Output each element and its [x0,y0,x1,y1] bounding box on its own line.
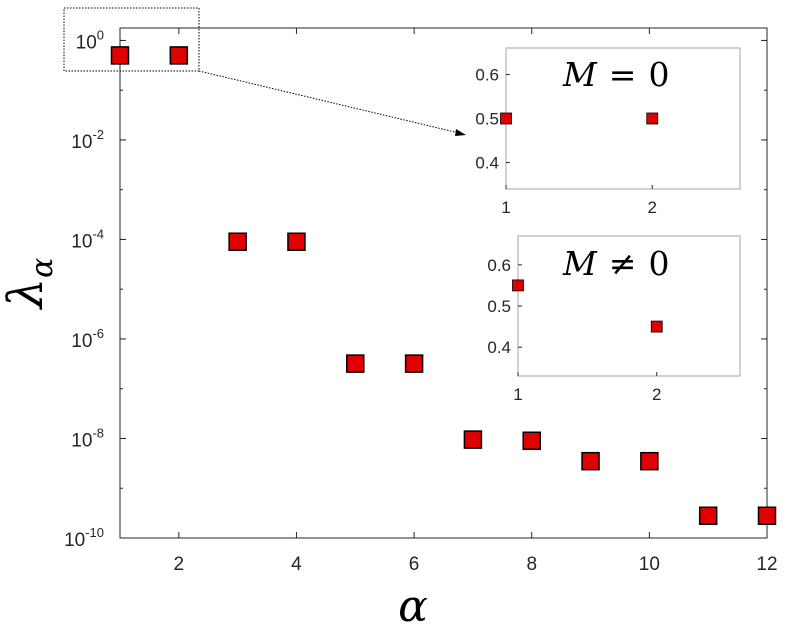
inset-m-zero: 0.4 0.5 0.6 1 2 M = 0 [475,47,741,217]
data-point-5 [346,354,365,373]
data-point-2 [169,46,189,65]
inset-2-y-tick-label: 0.6 [487,256,511,275]
zoom-arrow-line [198,70,460,134]
main-ticks [120,28,768,539]
inset-1-y-tick-label: 0.5 [475,110,499,129]
data-point-3 [228,232,247,251]
inset-1-y-tick-label: 0.4 [475,154,499,173]
x-tick-label: 8 [526,554,537,575]
y-tick-label: 10-6 [71,326,104,352]
data-point-4 [287,232,306,251]
data-point-1 [110,46,130,65]
x-axis-label: α [398,581,428,630]
inset-2-x-tick-label: 2 [652,385,661,404]
inset-1-x-tick-label: 2 [648,198,657,217]
inset-2-annotation: M ≠ 0 [562,244,669,283]
zoom-highlight-box [63,7,200,72]
inset-1-axes-box [505,47,741,190]
inset-2-point-1 [512,279,524,292]
y-axis-label: λα [0,258,60,311]
x-tick-label: 12 [756,554,777,575]
y-tick-label: 10-8 [71,425,104,451]
y-tick-label: 10-4 [71,226,104,252]
y-axis-label-subscript: α [25,258,60,278]
inset-m-nonzero: 0.4 0.5 0.6 1 2 M ≠ 0 [487,235,741,404]
y-tick-label: 10-2 [71,127,104,153]
x-tick-label: 6 [409,554,420,575]
inset-2-axes-box [517,235,741,377]
inset-1-x-tick-label: 1 [501,198,510,217]
svg-text:λα: λα [0,258,60,311]
data-point-12 [757,506,777,526]
data-point-7 [463,430,483,449]
inset-2-y-tick-label: 0.5 [487,297,511,316]
inset-1-annotation: M = 0 [562,55,669,94]
data-point-11 [698,506,718,526]
inset-1-y-tick-label: 0.6 [475,65,499,84]
main-series [110,46,777,526]
inset-2-x-tick-label: 1 [513,385,522,404]
data-point-8 [522,431,541,451]
main-axes-box [119,27,768,539]
x-tick-label: 4 [291,554,302,575]
x-tick-label: 10 [639,554,660,575]
zoom-arrow-head [455,129,466,136]
inset-2-y-tick-label: 0.4 [487,338,511,357]
y-axis-label-main: λ [0,278,54,310]
inset-2-point-2 [650,320,663,333]
inset-1-point-1 [500,112,512,125]
data-point-9 [581,451,600,471]
inset-1-point-2 [646,112,659,125]
y-tick-label: 100 [76,27,104,53]
data-point-6 [404,354,424,373]
data-point-10 [640,451,659,471]
x-tick-label: 2 [174,554,185,575]
y-tick-label: 10-10 [64,525,104,551]
